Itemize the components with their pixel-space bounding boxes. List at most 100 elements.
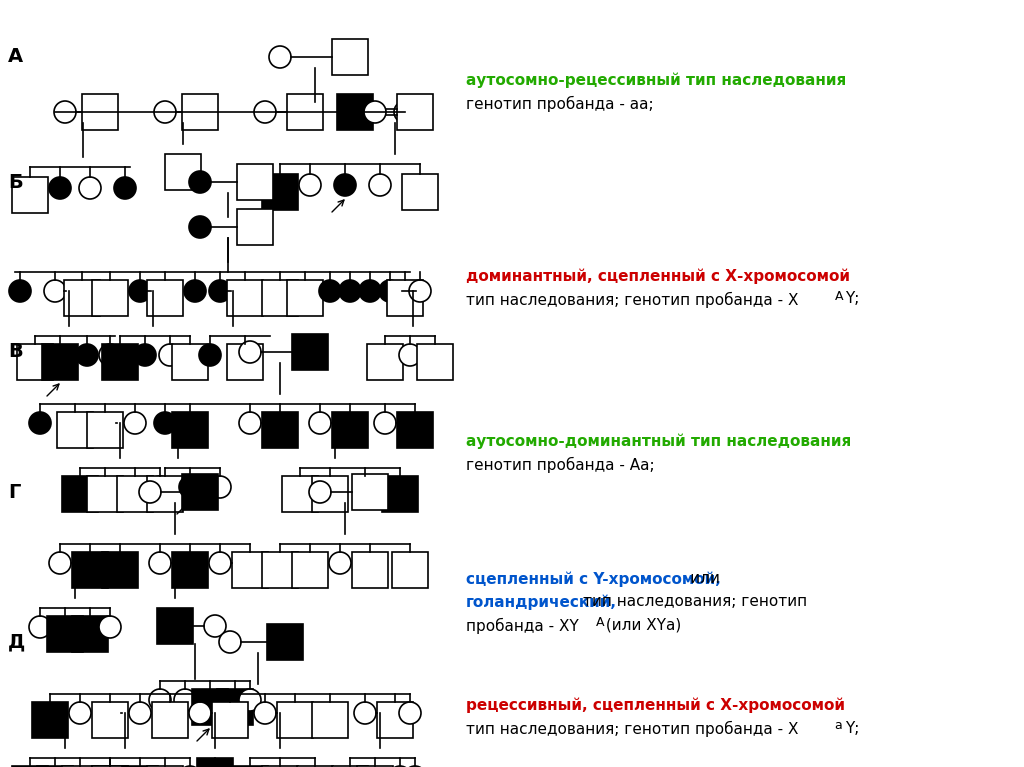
Bar [377, 702, 413, 738]
Text: (или ХYа): (или ХYа) [601, 617, 681, 633]
Text: или: или [466, 571, 720, 587]
Text: В: В [8, 343, 23, 361]
Circle shape [374, 412, 396, 434]
Bar [63, 280, 100, 316]
Text: Y;: Y; [845, 721, 859, 736]
Bar [287, 94, 323, 130]
Circle shape [139, 481, 161, 503]
Bar [82, 94, 118, 130]
Bar [197, 758, 233, 767]
Circle shape [150, 552, 171, 574]
Bar [312, 702, 348, 738]
Circle shape [369, 174, 391, 196]
Circle shape [99, 616, 121, 638]
Circle shape [129, 702, 151, 724]
Circle shape [9, 280, 31, 302]
Text: тип наследования; генотип пробанда - X: тип наследования; генотип пробанда - X [466, 721, 799, 737]
Circle shape [269, 46, 291, 68]
Bar [92, 280, 128, 316]
Text: генотип пробанда - аа;: генотип пробанда - аа; [466, 96, 653, 112]
Text: аутосомно-рецессивный тип наследования: аутосомно-рецессивный тип наследования [466, 73, 846, 88]
Bar [367, 344, 403, 380]
Circle shape [339, 280, 361, 302]
Circle shape [179, 476, 201, 498]
Bar [282, 476, 318, 512]
Bar [382, 476, 418, 512]
Bar [92, 766, 128, 767]
Circle shape [69, 702, 91, 724]
Circle shape [154, 412, 176, 434]
Circle shape [54, 101, 76, 123]
Bar [72, 552, 108, 588]
Bar [172, 552, 208, 588]
Text: Д: Д [8, 633, 26, 651]
Bar [267, 624, 303, 660]
Circle shape [409, 280, 431, 302]
Circle shape [204, 615, 226, 637]
Text: Б: Б [8, 173, 23, 192]
Circle shape [394, 101, 416, 123]
Circle shape [44, 280, 66, 302]
Circle shape [49, 177, 71, 199]
Bar [402, 174, 438, 210]
Bar [12, 766, 48, 767]
Text: А: А [8, 48, 24, 67]
Circle shape [239, 341, 261, 363]
Bar [32, 702, 68, 738]
Circle shape [254, 702, 276, 724]
Bar [182, 94, 218, 130]
Bar [47, 616, 83, 652]
Circle shape [184, 280, 206, 302]
Circle shape [359, 280, 381, 302]
Text: тип наследования; генотип пробанда - X: тип наследования; генотип пробанда - X [466, 291, 799, 308]
Text: рецессивный, сцепленный с Х-хромосомой: рецессивный, сцепленный с Х-хромосомой [466, 698, 845, 713]
Bar [172, 412, 208, 448]
Bar [417, 344, 453, 380]
Bar [165, 154, 201, 190]
Circle shape [189, 702, 211, 724]
Circle shape [29, 412, 51, 434]
Bar [332, 39, 368, 75]
Bar [87, 412, 123, 448]
Bar [278, 702, 313, 738]
Bar [387, 280, 423, 316]
Bar [332, 766, 368, 767]
Circle shape [79, 177, 101, 199]
Bar [262, 412, 298, 448]
Bar [237, 164, 273, 200]
Text: тип наследования; генотип: тип наследования; генотип [466, 594, 807, 610]
Circle shape [354, 476, 376, 498]
Bar [287, 280, 323, 316]
Bar [57, 412, 93, 448]
Circle shape [239, 412, 261, 434]
Bar [147, 280, 183, 316]
Circle shape [354, 702, 376, 724]
Bar [62, 476, 98, 512]
Text: А: А [596, 616, 604, 629]
Text: генотип пробанда - Аа;: генотип пробанда - Аа; [466, 456, 654, 472]
Bar [357, 766, 393, 767]
Bar [312, 476, 348, 512]
Bar [193, 689, 228, 725]
Bar [292, 552, 328, 588]
Bar [262, 280, 298, 316]
Circle shape [124, 412, 146, 434]
Bar [157, 608, 193, 644]
Bar [42, 344, 78, 380]
Circle shape [209, 476, 231, 498]
Bar [152, 702, 188, 738]
Bar [172, 344, 208, 380]
Bar [72, 616, 108, 652]
Bar [392, 552, 428, 588]
Bar [297, 766, 333, 767]
Text: доминантный, сцепленный с Х-хромосомой: доминантный, сцепленный с Х-хромосомой [466, 268, 850, 284]
Bar [62, 766, 98, 767]
Circle shape [150, 476, 171, 498]
Text: голандрический,: голандрический, [466, 594, 616, 610]
Bar [352, 552, 388, 588]
Bar [262, 766, 298, 767]
Bar [102, 344, 138, 380]
Circle shape [334, 174, 356, 196]
Circle shape [399, 702, 421, 724]
Circle shape [309, 412, 331, 434]
